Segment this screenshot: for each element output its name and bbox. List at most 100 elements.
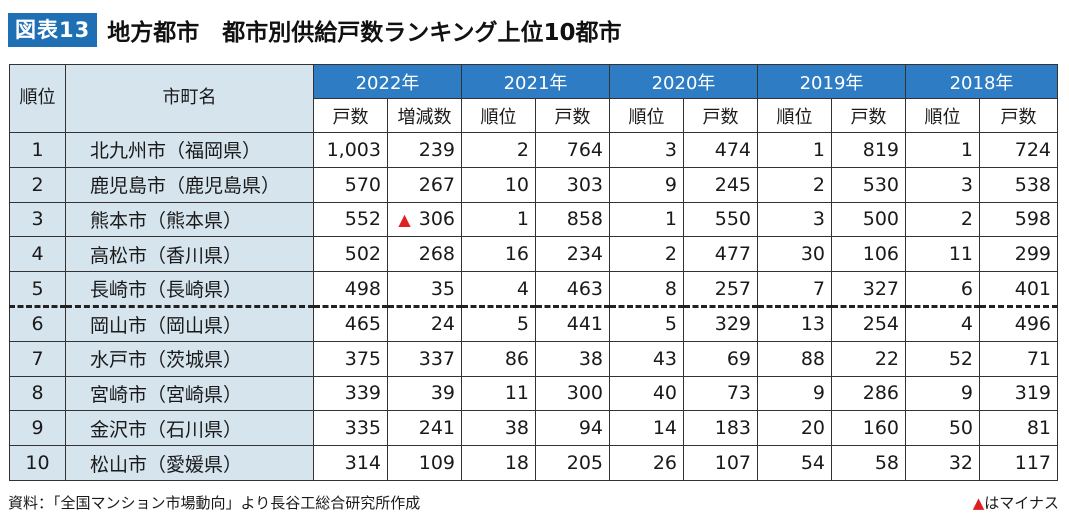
value-cell: 4 xyxy=(905,305,980,342)
city-cell: 長崎市（長崎県） xyxy=(65,271,314,308)
value-cell: 299 xyxy=(979,236,1058,273)
value-text: 306 xyxy=(418,208,455,231)
value-cell: 50 xyxy=(905,410,980,447)
sub-header-cell: 戸数 xyxy=(683,98,758,133)
rank-cell: 5 xyxy=(9,271,66,308)
value-cell: 20 xyxy=(757,410,832,447)
value-cell: 54 xyxy=(757,445,832,481)
city-cell: 鹿児島市（鹿児島県） xyxy=(65,166,314,203)
table-row: 1 北九州市（福岡県） 1,003 239 2 764 3 474 1 819 1 724 xyxy=(9,132,1058,168)
value-cell: 819 xyxy=(831,132,906,168)
value-cell: 18 xyxy=(461,445,536,481)
value-cell: 43 xyxy=(609,340,684,377)
value-cell: 4 xyxy=(461,271,536,308)
year-header-2018: 2018年 xyxy=(905,64,1058,99)
sub-header-cell: 順位 xyxy=(609,98,684,133)
rank-cell: 8 xyxy=(9,375,66,412)
rank-header: 順位 xyxy=(9,64,66,133)
value-cell: 88 xyxy=(757,340,832,377)
value-cell: 335 xyxy=(313,410,388,447)
value-cell: 474 xyxy=(683,132,758,168)
sub-header-row: 戸数 増減数 順位 戸数 順位 戸数 順位 戸数 順位 戸数 xyxy=(10,98,1058,133)
value-cell: 9 xyxy=(905,375,980,412)
rank-cell: 10 xyxy=(9,445,66,481)
value-cell: 14 xyxy=(609,410,684,447)
value-cell: 6 xyxy=(905,271,980,308)
value-cell: 38 xyxy=(535,340,610,377)
value-cell: 327 xyxy=(831,271,906,308)
value-cell: 598 xyxy=(979,201,1058,238)
table-row: 3 熊本市（熊本県） 552 ▲ 306 1 858 1 550 3 500 2 598 xyxy=(9,201,1058,238)
value-cell: 3 xyxy=(905,166,980,203)
value-cell: 16 xyxy=(461,236,536,273)
legend-note-text: はマイナス xyxy=(984,494,1059,512)
value-cell: 267 xyxy=(387,166,462,203)
value-cell: 303 xyxy=(535,166,610,203)
value-cell: 314 xyxy=(313,445,388,481)
table-body: 1 北九州市（福岡県） 1,003 239 2 764 3 474 1 819 1 724 2 鹿児島市（… xyxy=(9,132,1058,481)
table-row: 7 水戸市（茨城県） 375 337 86 38 43 69 88 22 52 71 xyxy=(9,340,1058,377)
value-cell: 40 xyxy=(609,375,684,412)
value-cell: 286 xyxy=(831,375,906,412)
sub-header-cell: 増減数 xyxy=(387,98,462,133)
value-cell: 500 xyxy=(831,201,906,238)
value-cell: 502 xyxy=(313,236,388,273)
value-cell: 81 xyxy=(979,410,1058,447)
table-row: 8 宮崎市（宮崎県） 339 39 11 300 40 73 9 286 9 319 xyxy=(9,375,1058,412)
value-cell: 552 xyxy=(313,201,388,238)
value-cell: 205 xyxy=(535,445,610,481)
city-cell: 高松市（香川県） xyxy=(65,236,314,273)
city-cell: 松山市（愛媛県） xyxy=(65,445,314,481)
table-row: 4 高松市（香川県） 502 268 16 234 2 477 30 106 11 299 xyxy=(9,236,1058,273)
year-header-2021: 2021年 xyxy=(461,64,610,99)
value-cell: 30 xyxy=(757,236,832,273)
value-cell: 5 xyxy=(609,305,684,342)
value-cell: 8 xyxy=(609,271,684,308)
value-cell: 257 xyxy=(683,271,758,308)
value-cell: 441 xyxy=(535,305,610,342)
ranking-table: 順位 市町名 2022年 2021年 2020年 2019年 2018年 戸数増… xyxy=(9,64,1058,481)
value-cell: 58 xyxy=(831,445,906,481)
rank-cell: 9 xyxy=(9,410,66,447)
value-cell: 300 xyxy=(535,375,610,412)
value-cell: 183 xyxy=(683,410,758,447)
value-cell: 241 xyxy=(387,410,462,447)
value-cell: 268 xyxy=(387,236,462,273)
table-row: 10 松山市（愛媛県） 314 109 18 205 26 107 54 58 32 117 xyxy=(9,445,1058,481)
value-cell: 86 xyxy=(461,340,536,377)
source-note: 資料：「全国マンション市場動向」より長谷工総合研究所作成 xyxy=(8,494,421,512)
legend-note: ▲はマイナス xyxy=(973,492,1059,513)
value-cell: 538 xyxy=(979,166,1058,203)
rank-cell: 7 xyxy=(9,340,66,377)
value-cell: 2 xyxy=(461,132,536,168)
value-cell: 9 xyxy=(609,166,684,203)
table-row: 9 金沢市（石川県） 335 241 38 94 14 183 20 160 50 81 xyxy=(9,410,1058,447)
value-cell: 11 xyxy=(905,236,980,273)
value-cell: 234 xyxy=(535,236,610,273)
figure-number-badge: 図表13 xyxy=(8,13,98,47)
city-cell: 金沢市（石川県） xyxy=(65,410,314,447)
value-cell: 107 xyxy=(683,445,758,481)
value-cell: 106 xyxy=(831,236,906,273)
value-cell: 337 xyxy=(387,340,462,377)
value-cell: 73 xyxy=(683,375,758,412)
year-header-2022: 2022年 xyxy=(313,64,462,99)
value-cell: 11 xyxy=(461,375,536,412)
value-cell: 7 xyxy=(757,271,832,308)
table-row: 6 岡山市（岡山県） 465 24 5 441 5 329 13 254 4 496 xyxy=(9,305,1058,342)
value-cell: 35 xyxy=(387,271,462,308)
value-cell: 5 xyxy=(461,305,536,342)
value-cell: 109 xyxy=(387,445,462,481)
value-cell: 401 xyxy=(979,271,1058,308)
value-cell: 375 xyxy=(313,340,388,377)
value-cell: 858 xyxy=(535,201,610,238)
sub-header-cell: 戸数 xyxy=(831,98,906,133)
city-cell: 熊本市（熊本県） xyxy=(65,201,314,238)
value-cell: 13 xyxy=(757,305,832,342)
city-cell: 岡山市（岡山県） xyxy=(65,305,314,342)
value-cell: 465 xyxy=(313,305,388,342)
value-cell: 239 xyxy=(387,132,462,168)
value-cell: 254 xyxy=(831,305,906,342)
value-cell: 39 xyxy=(387,375,462,412)
value-cell: 52 xyxy=(905,340,980,377)
